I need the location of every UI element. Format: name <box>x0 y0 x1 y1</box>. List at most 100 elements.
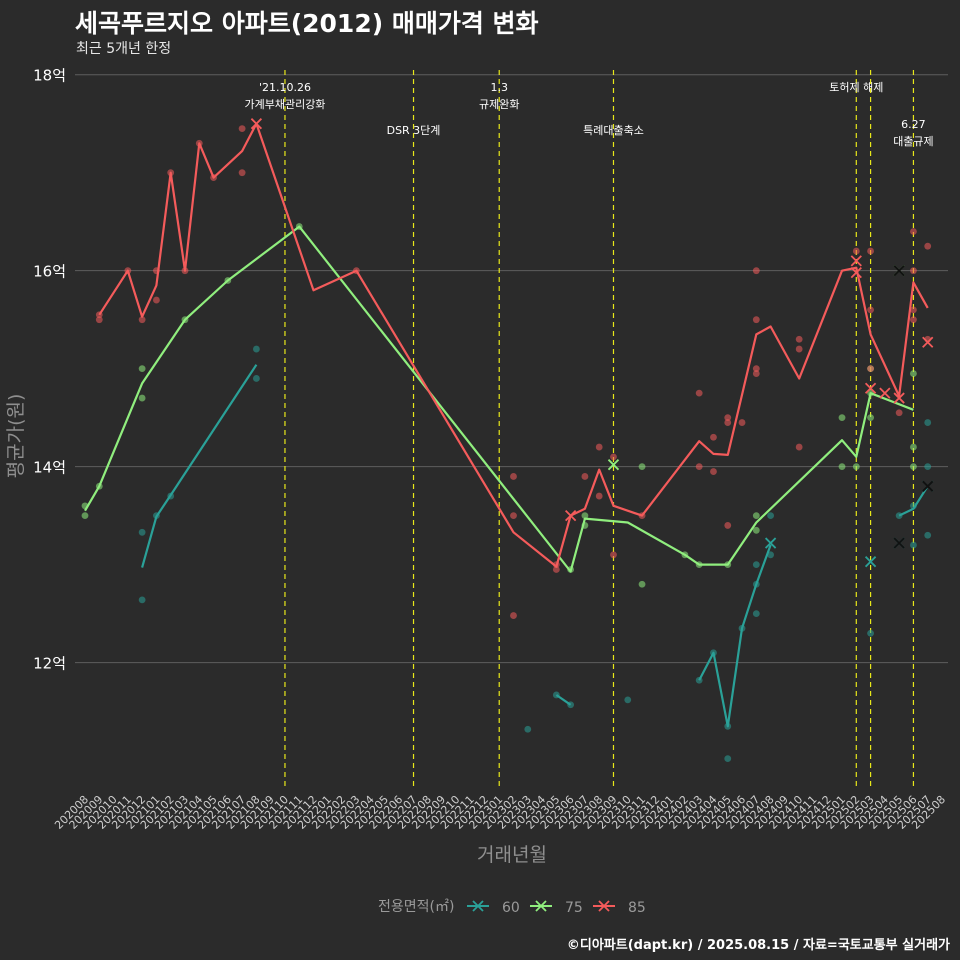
x-marker-85 <box>250 118 263 130</box>
event-label: 대출규제 <box>893 135 933 148</box>
data-point-85 <box>153 296 160 304</box>
legend-swatch-marker <box>598 900 610 912</box>
legend-swatch-marker <box>472 900 484 912</box>
data-point-60 <box>752 561 760 569</box>
data-point-85 <box>924 242 932 250</box>
data-point-75 <box>95 482 103 490</box>
x-axis-title: 거래년월 <box>477 844 547 866</box>
event-label: 6.27 <box>901 118 926 131</box>
x-marker-85 <box>564 510 577 522</box>
data-point-60 <box>253 375 260 382</box>
series-60 <box>138 345 934 763</box>
data-point-85 <box>510 612 517 619</box>
event-label: 특례대출축소 <box>583 124 644 137</box>
data-point-85 <box>695 463 703 471</box>
data-point-85 <box>95 316 103 324</box>
data-point-75 <box>724 561 732 569</box>
data-point-85 <box>638 512 646 520</box>
x-marker-85 <box>922 336 934 348</box>
data-point-85 <box>710 433 717 441</box>
data-point-60 <box>138 596 146 604</box>
data-point-75 <box>838 463 846 471</box>
data-point-85 <box>610 453 617 461</box>
data-point-75 <box>867 389 874 397</box>
source-caption: ©디아파트(dapt.kr) / 2025.08.15 / 자료=국토교통부 실… <box>566 938 950 953</box>
data-point-60 <box>924 463 932 471</box>
data-point-85 <box>238 125 246 132</box>
data-point-85 <box>581 473 589 480</box>
x-marker-black <box>922 480 934 492</box>
data-point-85 <box>710 468 717 475</box>
data-point-75 <box>224 277 232 284</box>
data-point-75 <box>838 414 846 422</box>
data-point-85 <box>510 473 517 480</box>
data-point-85 <box>910 316 917 324</box>
data-point-85 <box>867 247 874 255</box>
data-point-85 <box>795 443 803 451</box>
data-point-60 <box>253 345 260 353</box>
data-point-85 <box>195 139 203 147</box>
data-point-60 <box>567 701 575 709</box>
data-point-85 <box>695 389 703 397</box>
event-label: DSR 3단계 <box>387 124 441 137</box>
data-point-75 <box>81 502 89 510</box>
data-point-85 <box>752 316 760 324</box>
data-point-85 <box>510 512 517 520</box>
y-tick-label: 16억 <box>33 263 66 281</box>
series-75 <box>81 223 917 588</box>
data-point-85 <box>752 267 760 275</box>
data-point-75 <box>138 394 146 402</box>
series-line-75 <box>84 225 914 573</box>
data-point-75 <box>752 526 760 534</box>
data-point-60 <box>167 492 175 500</box>
data-point-85 <box>867 365 874 373</box>
data-point-85 <box>867 306 874 314</box>
x-marker-75 <box>607 459 620 471</box>
x-marker-85 <box>879 387 891 399</box>
series-line-60 <box>141 364 258 568</box>
data-point-75 <box>138 365 146 373</box>
data-point-60 <box>867 629 874 637</box>
data-point-85 <box>595 492 603 500</box>
data-point-75 <box>910 443 917 451</box>
data-point-75 <box>638 580 646 588</box>
data-point-85 <box>752 370 760 377</box>
data-point-85 <box>738 419 746 426</box>
data-point-75 <box>852 463 860 471</box>
axis-layer: 12억14억16억18억2020082020092020102020112020… <box>33 67 948 832</box>
data-point-75 <box>581 522 589 529</box>
data-point-85 <box>910 228 917 235</box>
data-point-75 <box>910 370 917 377</box>
data-point-75 <box>910 463 917 471</box>
data-point-75 <box>638 463 646 471</box>
event-label: 토허제 해제 <box>829 80 883 94</box>
y-tick-label: 18억 <box>33 67 66 85</box>
legend-label: 60 <box>502 900 520 916</box>
data-point-60 <box>724 755 732 763</box>
data-point-60 <box>138 528 146 536</box>
data-point-60 <box>767 512 774 520</box>
x-marker-black <box>893 537 905 549</box>
data-point-85 <box>752 365 760 373</box>
event-label: 규제완화 <box>479 98 519 111</box>
data-point-60 <box>724 722 732 730</box>
data-point-85 <box>795 335 803 343</box>
data-point-60 <box>910 541 917 549</box>
data-point-75 <box>81 512 89 520</box>
data-point-85 <box>210 174 217 181</box>
data-point-85 <box>852 247 860 255</box>
series-layer <box>81 118 934 763</box>
data-point-85 <box>167 169 175 177</box>
event-label: 가계부채관리강화 <box>244 98 325 111</box>
data-point-75 <box>681 551 689 559</box>
legend: 전용면적(㎡) 60 75 85 <box>378 899 646 916</box>
data-point-85 <box>910 306 917 314</box>
data-point-85 <box>138 316 146 324</box>
y-tick-label: 12억 <box>33 655 66 673</box>
data-point-85 <box>724 419 732 426</box>
data-point-85 <box>238 169 246 177</box>
data-point-60 <box>695 676 703 684</box>
data-point-75 <box>752 512 760 520</box>
